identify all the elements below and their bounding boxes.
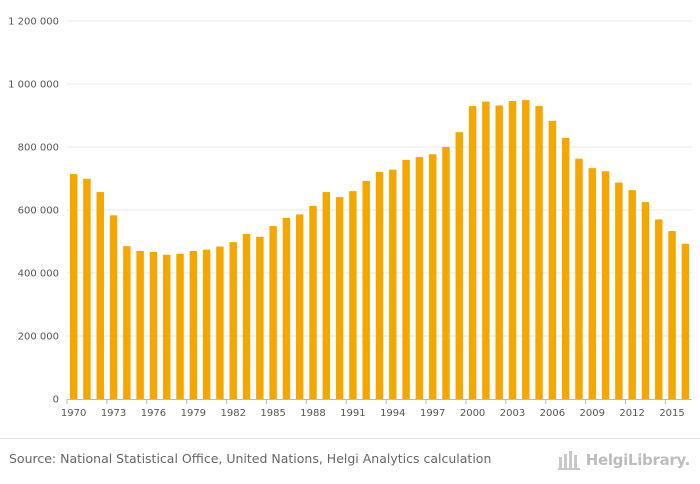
y-tick-label: 200 000	[18, 332, 59, 343]
bar-1988[interactable]	[309, 205, 317, 399]
bar-2001[interactable]	[482, 101, 490, 399]
y-tick-label: 600 000	[18, 206, 59, 217]
bar-2013[interactable]	[641, 202, 650, 400]
x-tick-label: 2006	[540, 408, 565, 419]
x-tick-label: 1988	[300, 408, 325, 419]
x-tick-label: 1991	[340, 408, 365, 419]
x-tick-label: 2015	[659, 408, 684, 419]
footer: Source: National Statistical Office, Uni…	[0, 438, 700, 484]
y-tick-label: 1 200 000	[8, 17, 59, 28]
bar-1992[interactable]	[362, 181, 370, 399]
bar-1981[interactable]	[216, 246, 224, 399]
bar-2011[interactable]	[615, 182, 623, 399]
chart-area: 0 200 000 400 000 600 000 800 000 1 000 000 1 …	[8, 17, 692, 419]
bar-2003[interactable]	[508, 101, 517, 399]
bar-chart: 0 200 000 400 000 600 000 800 000 1 000 000 1 …	[8, 17, 692, 419]
bar-1997[interactable]	[428, 154, 437, 399]
bar-1974[interactable]	[123, 246, 131, 399]
y-tick-label: 1 000 000	[8, 80, 59, 91]
x-tick-label: 1997	[420, 408, 445, 419]
bar-1985[interactable]	[269, 226, 277, 399]
bar-1975[interactable]	[136, 250, 144, 399]
bar-2007[interactable]	[561, 137, 570, 399]
bar-2014[interactable]	[655, 219, 663, 399]
x-tick-label: 1970	[61, 408, 86, 419]
bar-1999[interactable]	[455, 132, 464, 399]
x-tick-label: 1982	[220, 408, 245, 419]
bar-2010[interactable]	[601, 171, 610, 399]
y-tick-label: 0	[53, 395, 59, 406]
bar-1990[interactable]	[335, 197, 344, 399]
bar-2009[interactable]	[588, 168, 596, 399]
bar-1995[interactable]	[402, 159, 410, 399]
bar-1982[interactable]	[229, 242, 237, 399]
bar-1987[interactable]	[295, 214, 304, 399]
bar-1970[interactable]	[69, 174, 78, 399]
source-note: Source: National Statistical Office, Uni…	[9, 451, 492, 466]
x-tick-label: 1976	[141, 408, 166, 419]
bar-2006[interactable]	[548, 120, 557, 400]
bar-1983[interactable]	[242, 233, 251, 399]
bar-2002[interactable]	[495, 105, 503, 400]
x-tick-label: 1994	[380, 408, 405, 419]
bar-1986[interactable]	[282, 217, 291, 400]
bar-2012[interactable]	[628, 190, 636, 399]
bar-1972[interactable]	[96, 192, 104, 399]
helgi-library-logo[interactable]: HelgiLibrary.	[557, 447, 691, 473]
bar-2004[interactable]	[522, 100, 530, 399]
bar-1984[interactable]	[256, 236, 264, 399]
y-tick-label: 800 000	[18, 143, 59, 154]
x-tick-label: 2003	[500, 408, 525, 419]
bars	[69, 100, 690, 400]
logo-text: HelgiLibrary.	[585, 451, 691, 469]
library-building-icon	[557, 449, 582, 471]
bar-2008[interactable]	[575, 158, 583, 399]
x-tick-label: 1979	[181, 408, 206, 419]
x-tick-label: 1985	[260, 408, 285, 419]
y-tick-label: 400 000	[18, 269, 59, 280]
bar-2015[interactable]	[668, 231, 676, 399]
bar-2000[interactable]	[468, 106, 477, 400]
bar-1979[interactable]	[189, 250, 198, 399]
bar-1978[interactable]	[176, 253, 184, 399]
bar-1996[interactable]	[415, 157, 424, 399]
bar-2016[interactable]	[681, 243, 690, 399]
axes	[66, 399, 692, 404]
bar-1993[interactable]	[375, 171, 384, 399]
x-tick-label: 2009	[580, 408, 605, 419]
x-axis-labels: 1970 1973 1976 1979 1982 1985 1988 1991 1994 1997…	[61, 408, 685, 419]
x-tick-label: 2012	[619, 408, 644, 419]
y-axis-labels: 0 200 000 400 000 600 000 800 000 1 000 000 1 …	[8, 17, 59, 406]
x-tick-label: 1973	[101, 408, 126, 419]
bar-1991[interactable]	[349, 191, 357, 399]
bar-1989[interactable]	[322, 192, 331, 399]
bar-1977[interactable]	[163, 254, 171, 399]
x-tick-label: 2000	[460, 408, 485, 419]
bar-1973[interactable]	[109, 215, 118, 399]
bar-1994[interactable]	[389, 169, 397, 399]
bar-1998[interactable]	[442, 147, 450, 399]
bar-1971[interactable]	[83, 178, 91, 399]
bar-1976[interactable]	[149, 251, 158, 399]
bar-1980[interactable]	[202, 249, 211, 399]
bar-2005[interactable]	[535, 106, 543, 400]
